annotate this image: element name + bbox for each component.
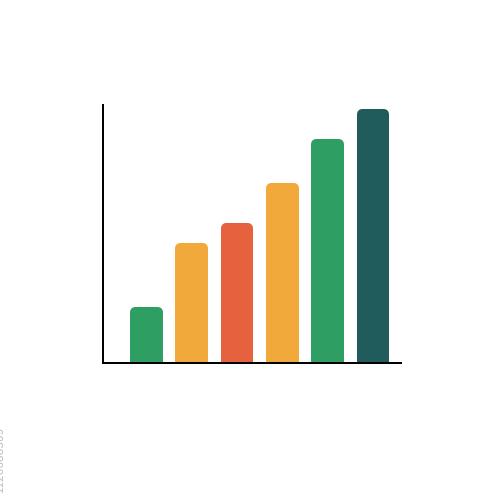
x-axis	[102, 362, 402, 364]
y-axis	[102, 104, 104, 364]
watermark-id: 1120688569	[0, 429, 6, 494]
bar-1	[130, 307, 163, 362]
bar-chart	[0, 0, 500, 500]
bars-group	[130, 104, 402, 362]
bar-5	[311, 139, 344, 362]
bar-2	[175, 243, 208, 362]
bar-6	[357, 109, 390, 362]
bar-4	[266, 183, 299, 362]
bar-3	[221, 223, 254, 362]
